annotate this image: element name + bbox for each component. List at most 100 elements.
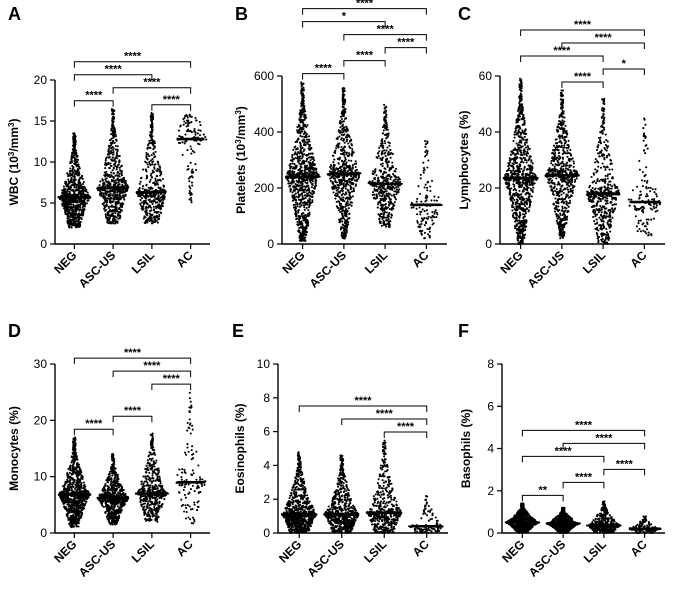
points-asc-us [326, 86, 362, 240]
data-point [307, 224, 310, 227]
data-point [114, 148, 117, 151]
data-point [433, 199, 436, 202]
data-point [341, 231, 344, 234]
data-point [342, 98, 345, 101]
data-point [163, 189, 166, 192]
data-point [383, 149, 386, 152]
data-point [294, 207, 297, 210]
data-point [68, 185, 71, 188]
data-point [341, 199, 344, 202]
data-point [145, 212, 148, 215]
data-point [106, 183, 109, 186]
data-point [307, 206, 310, 209]
data-point [145, 196, 148, 199]
data-point [113, 141, 116, 144]
data-point [309, 166, 312, 169]
data-point [147, 217, 150, 220]
data-point [339, 148, 342, 151]
data-point [160, 173, 163, 176]
data-point [335, 205, 338, 208]
data-point [388, 167, 391, 170]
data-point [386, 164, 389, 167]
data-point [112, 177, 115, 180]
data-point [375, 197, 378, 200]
data-point [204, 135, 207, 139]
data-point [337, 186, 340, 189]
data-point [301, 130, 304, 133]
data-point [124, 181, 127, 184]
y-axis-title-part: /mm [7, 127, 21, 152]
data-point [102, 181, 105, 184]
y-tick-label: 5 [40, 196, 47, 210]
data-point [342, 126, 345, 129]
data-point [68, 190, 71, 193]
data-point [146, 147, 149, 150]
data-point [112, 172, 115, 175]
data-point [336, 188, 339, 191]
data-point [113, 132, 116, 135]
data-point [343, 177, 346, 180]
data-point [63, 187, 66, 190]
data-point [314, 182, 317, 185]
data-point [189, 115, 192, 118]
y-axis-title-part: 3 [7, 122, 16, 127]
data-point [329, 166, 332, 169]
data-point [424, 140, 427, 143]
data-point [305, 225, 308, 228]
data-point [344, 156, 347, 159]
data-point [433, 195, 436, 198]
data-point [395, 188, 399, 191]
data-point [314, 179, 317, 182]
data-point [313, 172, 316, 175]
data-point [113, 128, 116, 131]
data-point [418, 206, 421, 209]
data-point [385, 190, 388, 193]
data-point [80, 190, 83, 193]
data-point [111, 156, 114, 159]
data-point [104, 157, 108, 160]
data-point [306, 222, 309, 225]
data-point [343, 154, 346, 157]
data-point [305, 218, 308, 221]
data-point [78, 204, 81, 207]
data-point [419, 177, 422, 180]
data-point [65, 206, 68, 209]
data-point [339, 208, 342, 211]
data-point [193, 151, 196, 154]
data-point [345, 151, 348, 154]
data-point [156, 178, 160, 181]
data-point [375, 185, 378, 188]
data-point [108, 222, 111, 225]
data-point [110, 164, 113, 167]
data-point [425, 199, 428, 202]
data-point [299, 114, 302, 117]
data-point [110, 108, 113, 111]
data-point [333, 158, 336, 161]
data-point [107, 211, 110, 214]
category-label: ASC-US [307, 248, 349, 290]
data-point [343, 211, 346, 215]
data-point [155, 214, 158, 217]
data-point [156, 221, 159, 224]
data-point [81, 182, 85, 186]
data-point [101, 202, 104, 205]
data-point [182, 123, 185, 126]
data-point [298, 159, 301, 162]
data-point [385, 134, 388, 137]
data-point [371, 180, 374, 183]
data-point [107, 152, 110, 155]
data-point [306, 184, 309, 188]
data-point [139, 193, 142, 196]
category-label: NEG [51, 248, 79, 276]
data-point [422, 167, 426, 170]
data-point [108, 145, 111, 148]
data-point [311, 199, 314, 202]
data-point [116, 184, 120, 187]
data-point [290, 165, 293, 168]
data-point [298, 221, 301, 224]
data-point [302, 86, 305, 89]
data-point [116, 191, 119, 194]
data-point [303, 191, 306, 194]
data-point [101, 179, 104, 182]
data-point [119, 178, 122, 181]
